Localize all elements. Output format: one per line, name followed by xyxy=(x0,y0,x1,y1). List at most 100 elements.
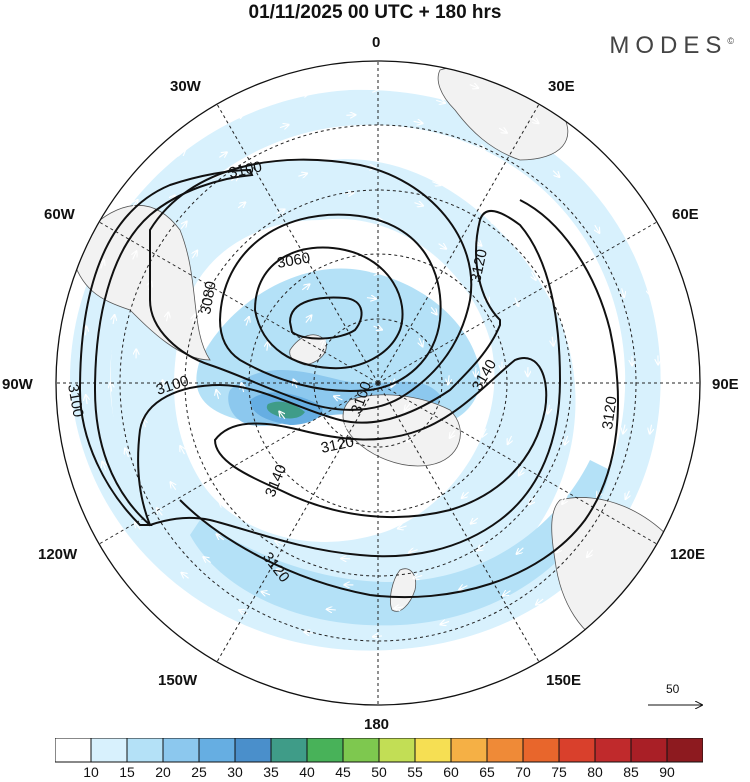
wind-vector xyxy=(529,496,534,504)
wind-vector xyxy=(469,85,478,88)
wind-vector xyxy=(552,170,559,177)
brand-mark: © xyxy=(727,36,734,46)
wind-vector xyxy=(562,496,567,504)
wind-vector xyxy=(573,238,578,247)
wind-vector xyxy=(264,75,274,78)
colorbar-swatch xyxy=(558,738,596,763)
contour-3140 xyxy=(213,357,548,518)
wind-vector xyxy=(460,302,465,311)
wind-vector xyxy=(235,114,243,118)
wind-vector xyxy=(101,260,104,269)
wind-vector xyxy=(595,224,600,233)
colorbar-label: 15 xyxy=(119,764,135,780)
wind-vector xyxy=(327,530,337,531)
colorbar-swatch xyxy=(198,738,236,763)
wind-vector xyxy=(565,435,568,444)
wind-vector xyxy=(519,467,524,476)
contour-3060 xyxy=(253,246,404,370)
colorbar-label: 10 xyxy=(83,764,99,780)
wind-vector xyxy=(86,395,87,405)
land-antarctica xyxy=(342,394,461,467)
wind-vector xyxy=(217,534,225,539)
land-new-zealand xyxy=(390,568,417,612)
wind-vector xyxy=(334,396,343,400)
colorbar-label: 45 xyxy=(335,764,351,780)
wind-vector xyxy=(593,434,596,444)
wind-vector xyxy=(248,262,255,269)
wind-vector xyxy=(106,527,111,535)
colorbar-label: 90 xyxy=(659,764,675,780)
colorbar-swatch xyxy=(306,738,344,763)
wind-vector xyxy=(133,251,137,260)
vector-scale-label: 50 xyxy=(666,682,680,696)
contour-label-3120-ne: 3120 xyxy=(467,248,491,284)
wind-vector xyxy=(276,209,285,213)
lon-label-150w: 150W xyxy=(158,672,198,689)
contour-label-3120-e: 3120 xyxy=(599,395,620,430)
wind-vector xyxy=(345,245,355,246)
colorbar-swatch xyxy=(342,738,380,763)
wind-vector xyxy=(74,259,77,268)
colorbar-label: 30 xyxy=(227,764,243,780)
wind-vector xyxy=(327,609,336,610)
polar-map: 3100 3060 3080 3120 3140 3100 3100 3120 … xyxy=(55,60,750,735)
wind-vector xyxy=(132,200,137,208)
wind-vector xyxy=(125,449,128,458)
colorbar-swatch xyxy=(90,738,128,763)
colorbar-swatch xyxy=(270,738,308,763)
contour-3100-west xyxy=(78,168,254,526)
wind-vector xyxy=(171,482,176,491)
wind-vector xyxy=(166,312,168,322)
wind-vector xyxy=(489,217,497,224)
wind-vector xyxy=(402,66,412,67)
wind-vector xyxy=(245,453,252,460)
wind-vector xyxy=(321,339,325,348)
colorbar-swatch xyxy=(450,738,488,763)
wind-vector xyxy=(189,385,191,395)
wind-vector xyxy=(157,508,163,516)
wind-vector xyxy=(532,271,536,280)
wind-vector xyxy=(283,265,291,272)
wind-vector xyxy=(419,337,422,346)
wind-vector xyxy=(192,251,197,259)
wind-vector xyxy=(193,315,195,324)
contour-3120-west xyxy=(137,210,562,558)
wind-vector xyxy=(459,586,468,590)
wind-vector xyxy=(441,621,450,624)
wind-vector xyxy=(305,226,314,229)
wind-vector xyxy=(409,657,418,659)
lon-label-0: 0 xyxy=(372,34,381,51)
wind-vector xyxy=(571,298,574,308)
wind-vector xyxy=(398,526,407,529)
wind-vector xyxy=(477,545,486,550)
lon-label-120e: 120E xyxy=(670,546,706,563)
wind-vector xyxy=(328,477,337,479)
wind-vector xyxy=(181,222,186,230)
colorbar-swatch xyxy=(234,738,272,763)
colorbar-label: 75 xyxy=(551,764,567,780)
wind-vector xyxy=(491,186,499,191)
wind-vector xyxy=(151,580,159,587)
lon-label-60w: 60W xyxy=(44,206,75,223)
wind-vector xyxy=(301,284,309,289)
colorbar-swatch xyxy=(630,738,668,763)
colorbar-swatch xyxy=(378,738,416,763)
map-disk xyxy=(56,61,700,705)
contour-label-3120-mid: 3120 xyxy=(319,433,355,457)
lon-label-30e: 30E xyxy=(548,78,575,95)
colorbar-label: 35 xyxy=(263,764,279,780)
colorbar-swatch xyxy=(666,738,703,763)
wind-vector xyxy=(436,100,445,103)
wind-vector xyxy=(113,315,114,325)
wind-vector xyxy=(476,635,484,639)
wind-vector xyxy=(530,185,537,191)
contour-label-3080: 3080 xyxy=(197,280,220,316)
wind-vector xyxy=(337,453,346,454)
wind-vector xyxy=(223,253,228,261)
colorbar-swatch xyxy=(522,738,560,763)
wind-vector xyxy=(344,193,353,194)
contour-3100 xyxy=(149,158,473,411)
wind-vector xyxy=(340,427,350,428)
lon-label-90w: 90W xyxy=(2,376,33,393)
wind-vector xyxy=(409,550,418,553)
